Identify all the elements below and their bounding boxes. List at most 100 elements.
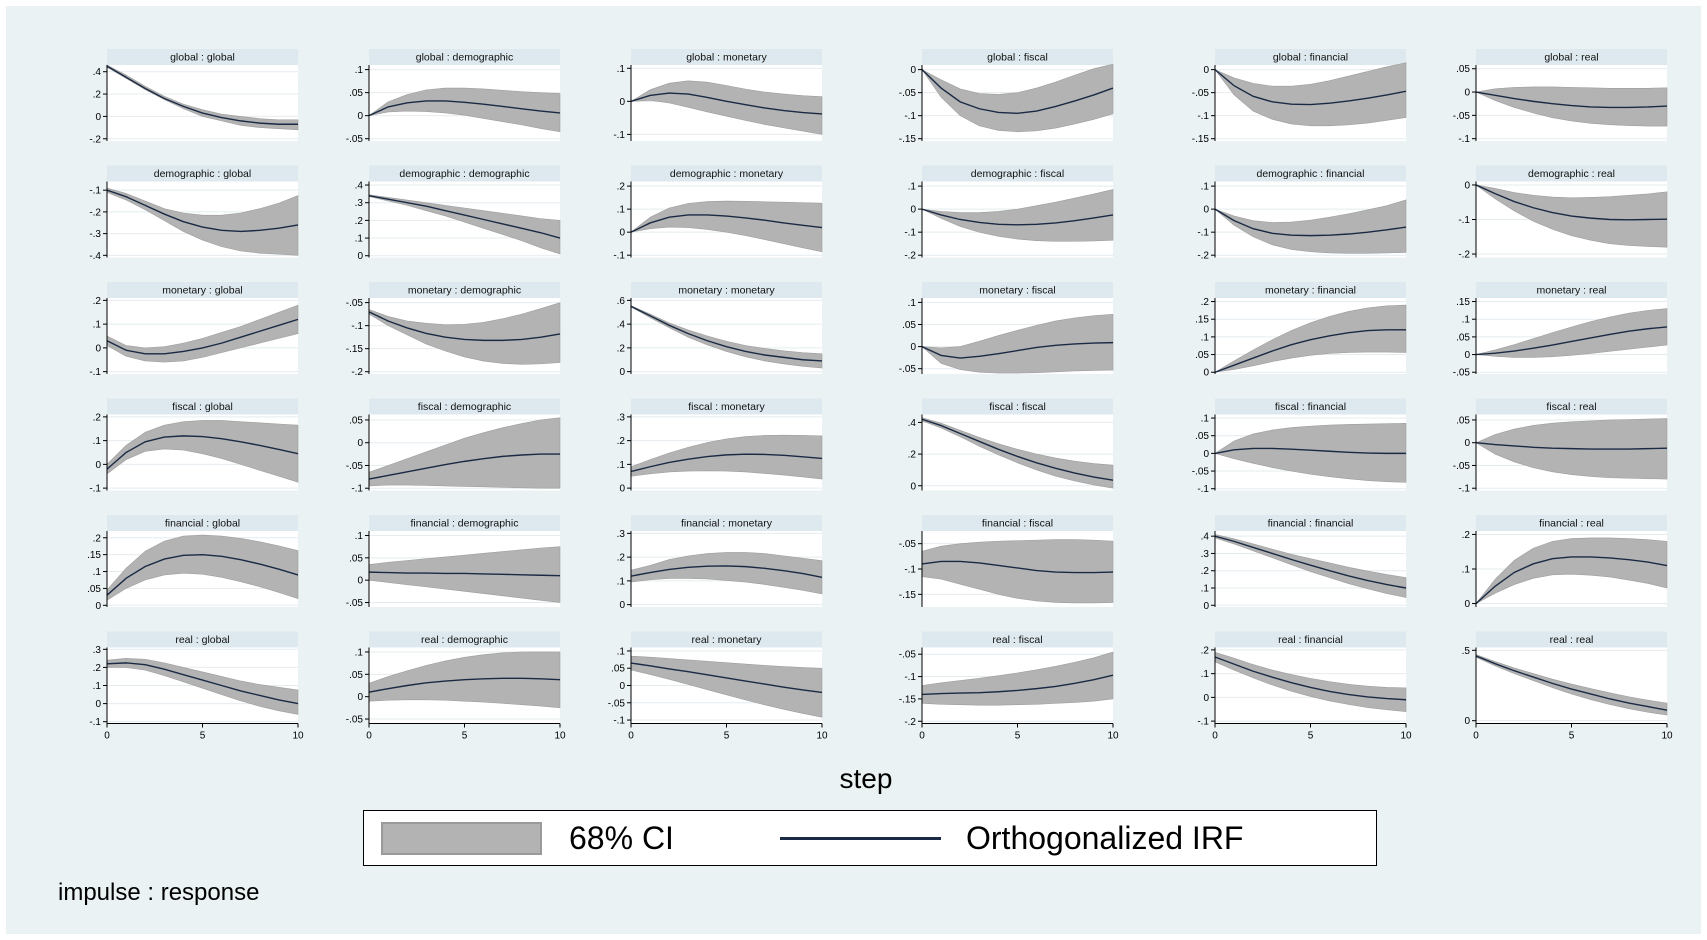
panel-title: global : global xyxy=(170,52,235,64)
irf-line xyxy=(921,560,1114,574)
y-tick-label: -.1 xyxy=(904,672,916,683)
ci-band xyxy=(1474,86,1668,127)
y-tick-label: -.05 xyxy=(1453,111,1471,122)
y-tick-label: .1 xyxy=(93,436,102,447)
y-tick-label: -.2 xyxy=(89,134,101,145)
legend-ci-swatch xyxy=(381,822,542,855)
y-tick-label: .15 xyxy=(87,550,101,561)
panel-title: financial : demographic xyxy=(411,518,519,530)
panel-title-strip xyxy=(1476,49,1667,65)
y-tick-label: .05 xyxy=(349,415,363,426)
y-tick-label: -.1 xyxy=(904,111,916,122)
y-tick-label: -.05 xyxy=(1192,467,1210,478)
y-tick-label: .1 xyxy=(355,65,364,76)
ci-band xyxy=(106,64,299,131)
ci-band xyxy=(921,314,1114,374)
panel-title-strip xyxy=(631,165,822,182)
irf-panel: demographic : fiscal .1 0 -.1 -.2 xyxy=(904,165,1114,262)
panel-title: monetary : real xyxy=(1536,285,1606,297)
y-tick-label: -.2 xyxy=(89,207,101,218)
y-tick-label: 0 xyxy=(910,342,916,353)
irf-panel: real : real .5 00 5 10 xyxy=(1462,631,1673,742)
irf-line xyxy=(106,435,299,470)
irf-line xyxy=(368,100,561,117)
panel-title: financial : fiscal xyxy=(982,518,1053,530)
irf-line xyxy=(921,341,1114,359)
panel-title: demographic : demographic xyxy=(399,168,529,180)
panel-title: fiscal : monetary xyxy=(688,401,765,413)
irf-line xyxy=(1475,326,1668,356)
irf-panel: monetary : fiscal .1 .05 0 -.05 xyxy=(899,282,1114,375)
panel-title-strip xyxy=(1476,398,1667,415)
y-tick-label: -.15 xyxy=(346,344,364,355)
irf-panel: real : financial.2.10-.10 5 10 xyxy=(1197,631,1412,742)
panel-title: global : demographic xyxy=(416,52,513,64)
y-tick-label: -.05 xyxy=(346,298,364,309)
y-tick-label: -.2 xyxy=(1197,251,1209,262)
y-tick-label: -.1 xyxy=(351,321,363,332)
y-tick-label: -.05 xyxy=(608,698,626,709)
y-tick-label: -.15 xyxy=(899,134,917,145)
panel-title: real : real xyxy=(1550,634,1594,646)
x-tick-label: 10 xyxy=(554,731,566,742)
panel-title-strip xyxy=(1476,165,1667,182)
irf-line xyxy=(1475,442,1668,450)
y-tick-label: 0 xyxy=(619,367,625,378)
irf-line xyxy=(1214,69,1407,106)
y-tick-label: -.05 xyxy=(346,461,364,472)
y-tick-label: .1 xyxy=(1201,182,1210,193)
y-tick-label: .1 xyxy=(355,234,364,245)
panel-title-strip xyxy=(922,398,1113,415)
y-tick-label: .1 xyxy=(1201,584,1210,595)
ci-band xyxy=(630,552,823,595)
y-tick-label: 0 xyxy=(1203,368,1209,379)
y-tick-label: 0 xyxy=(910,205,916,216)
y-tick-label: .2 xyxy=(1201,297,1210,308)
y-tick-label: -.1 xyxy=(904,228,916,239)
panel-title-strip xyxy=(369,631,560,648)
y-tick-label: .4 xyxy=(617,320,626,331)
panel-title-strip xyxy=(922,165,1113,182)
panel-title: demographic : real xyxy=(1528,168,1615,180)
y-tick-label: .05 xyxy=(349,670,363,681)
y-tick-label: .2 xyxy=(93,412,102,423)
x-axis-label: step xyxy=(839,763,893,794)
y-tick-label: .1 xyxy=(355,531,364,542)
irf-panel: financial : real .2 .1 0 xyxy=(1462,515,1668,610)
panel-title-strip xyxy=(1476,282,1667,298)
irf-line xyxy=(921,208,1114,226)
panel-title: financial : global xyxy=(165,518,240,530)
ci-band xyxy=(1214,199,1407,254)
irf-panel: fiscal : financial .1 .05 0 -.05 -.1 xyxy=(1192,398,1407,495)
y-tick-label: 0 xyxy=(1464,88,1470,99)
y-tick-label: -.05 xyxy=(899,364,917,375)
irf-line xyxy=(630,305,823,362)
y-tick-label: 0 xyxy=(357,576,363,587)
y-tick-label: 0 xyxy=(357,438,363,449)
panel-title-strip xyxy=(631,49,822,65)
irf-line xyxy=(368,453,560,480)
y-tick-label: -.05 xyxy=(899,650,917,661)
y-tick-label: .1 xyxy=(1462,315,1471,326)
irf-line xyxy=(368,311,561,342)
y-tick-label: .05 xyxy=(1195,350,1209,361)
irf-panel: global : global .4 .2 0 -.2 xyxy=(89,49,299,145)
legend-irf-label: Orthogonalized IRF xyxy=(966,820,1244,856)
irf-line xyxy=(106,318,299,355)
panel-title: global : real xyxy=(1544,52,1598,64)
y-tick-label: 0 xyxy=(95,460,101,471)
panel-title: demographic : monetary xyxy=(670,168,784,180)
y-tick-label: 0 xyxy=(619,681,625,692)
y-tick-label: -.05 xyxy=(346,598,364,609)
y-tick-label: 0 xyxy=(357,251,363,262)
y-tick-label: 0 xyxy=(910,65,916,76)
panel-title-strip xyxy=(107,165,298,182)
panel-title-strip xyxy=(1215,631,1406,648)
y-tick-label: .4 xyxy=(93,67,102,78)
irf-panel: demographic : monetary .2 .1 0 -.1 xyxy=(613,165,823,262)
panel-title: demographic : fiscal xyxy=(971,168,1064,180)
panel-title-strip xyxy=(1215,398,1406,415)
y-tick-label: .2 xyxy=(93,663,102,674)
irf-panel: real : global.3.2.10-.10 5 10 xyxy=(89,631,304,742)
irf-panel: monetary : monetary .6 .4 .2 0 xyxy=(617,282,823,378)
